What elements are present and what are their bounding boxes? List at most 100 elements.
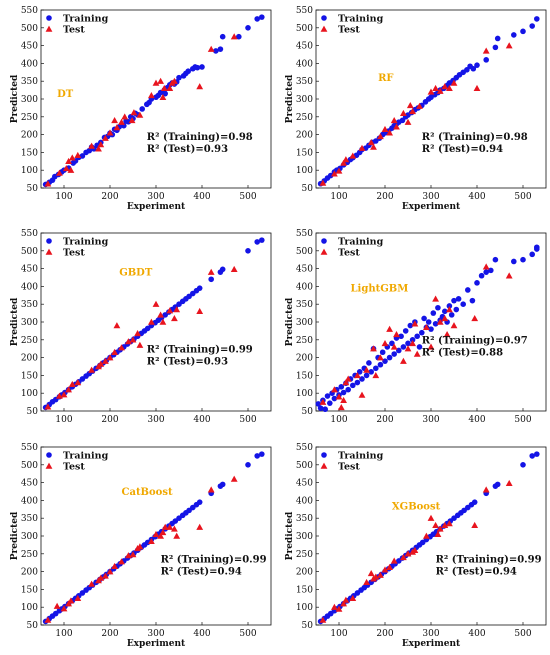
test-point xyxy=(441,521,449,529)
training-point xyxy=(453,306,460,313)
test-point xyxy=(409,339,416,347)
test-point xyxy=(381,339,389,347)
y-tick-label: 250 xyxy=(21,113,38,123)
y-tick-label: 250 xyxy=(21,550,38,560)
y-tick-label: 450 xyxy=(21,42,38,52)
test-point xyxy=(157,532,164,539)
test-point xyxy=(354,372,361,379)
x-tick-label: 500 xyxy=(514,192,531,202)
test-point xyxy=(416,102,423,109)
test-point xyxy=(44,403,52,410)
training-point xyxy=(474,62,480,68)
test-point xyxy=(97,360,105,367)
test-point xyxy=(44,180,52,187)
legend-training-marker xyxy=(321,238,327,244)
legend-training-marker xyxy=(46,238,52,244)
training-point xyxy=(474,280,480,286)
test-point xyxy=(450,322,458,329)
y-tick-label: 500 xyxy=(21,24,38,34)
r2-test-label: R² (Test)=0.88 xyxy=(422,347,503,358)
training-point xyxy=(494,481,501,488)
x-tick-label: 400 xyxy=(193,192,210,202)
training-point xyxy=(442,308,448,315)
training-point xyxy=(389,340,395,347)
legend-test-label: Test xyxy=(338,248,360,259)
legend-test-marker xyxy=(320,248,328,255)
y-tick-label: 550 xyxy=(296,443,313,453)
y-tick-label: 50 xyxy=(27,407,39,417)
test-point xyxy=(207,486,215,493)
test-point xyxy=(118,118,125,125)
x-axis-label: Experiment xyxy=(402,202,461,212)
test-point xyxy=(377,571,384,578)
y-axis-label: Predicted xyxy=(285,511,295,560)
training-point xyxy=(483,269,490,275)
test-point xyxy=(125,338,132,345)
test-point xyxy=(60,605,68,612)
y-tick-label: 250 xyxy=(296,336,313,346)
training-point xyxy=(382,358,388,364)
y-tick-label: 450 xyxy=(296,42,313,52)
test-point xyxy=(349,594,357,602)
test-point xyxy=(349,152,357,159)
training-point xyxy=(416,344,423,350)
x-tick-label: 400 xyxy=(193,629,210,639)
x-tick-label: 400 xyxy=(468,415,485,425)
model-label: XGBoost xyxy=(392,501,441,512)
y-tick-label: 550 xyxy=(296,229,313,239)
training-point xyxy=(254,453,260,459)
test-point xyxy=(386,325,393,332)
test-point xyxy=(423,532,430,539)
test-point xyxy=(173,532,181,539)
test-point xyxy=(196,307,204,315)
test-point xyxy=(102,357,109,364)
y-tick-label: 200 xyxy=(21,354,38,364)
y-tick-label: 450 xyxy=(296,479,313,489)
legend-training-label: Training xyxy=(63,237,109,248)
y-tick-label: 550 xyxy=(21,443,38,453)
test-point xyxy=(482,263,490,270)
test-point xyxy=(68,154,76,161)
y-tick-label: 400 xyxy=(21,282,38,292)
y-tick-label: 50 xyxy=(27,184,39,194)
training-point xyxy=(529,251,535,258)
test-point xyxy=(335,167,343,174)
training-point xyxy=(534,16,540,22)
test-point xyxy=(161,523,169,530)
training-point xyxy=(213,48,219,54)
y-axis-label: Predicted xyxy=(10,297,20,346)
training-point xyxy=(254,239,260,245)
test-point xyxy=(74,151,82,158)
y-tick-label: 100 xyxy=(21,166,38,176)
test-point xyxy=(111,116,118,124)
test-point xyxy=(471,315,479,322)
model-label: RF xyxy=(378,73,393,84)
test-point xyxy=(148,92,155,99)
test-point xyxy=(118,344,125,351)
test-point xyxy=(372,372,380,379)
test-point xyxy=(340,600,347,607)
test-point xyxy=(65,157,72,165)
test-point xyxy=(152,300,160,307)
test-point xyxy=(390,116,398,124)
test-point xyxy=(166,307,174,314)
legend-test-label: Test xyxy=(63,248,85,259)
test-point xyxy=(60,391,68,398)
y-tick-label: 300 xyxy=(21,95,38,105)
test-point xyxy=(111,562,118,569)
test-point xyxy=(102,134,109,141)
training-point xyxy=(399,117,406,124)
y-tick-label: 50 xyxy=(27,621,39,631)
test-point xyxy=(423,323,430,331)
y-axis-label: Predicted xyxy=(285,74,295,123)
test-point xyxy=(411,546,419,553)
training-point xyxy=(373,365,379,372)
y-tick-label: 300 xyxy=(296,95,313,105)
x-tick-label: 400 xyxy=(193,415,210,425)
test-point xyxy=(377,354,384,361)
legend-test-marker xyxy=(45,25,53,32)
test-point xyxy=(427,343,435,350)
training-point xyxy=(534,451,540,457)
training-point xyxy=(236,33,242,40)
y-tick-label: 300 xyxy=(296,532,313,542)
